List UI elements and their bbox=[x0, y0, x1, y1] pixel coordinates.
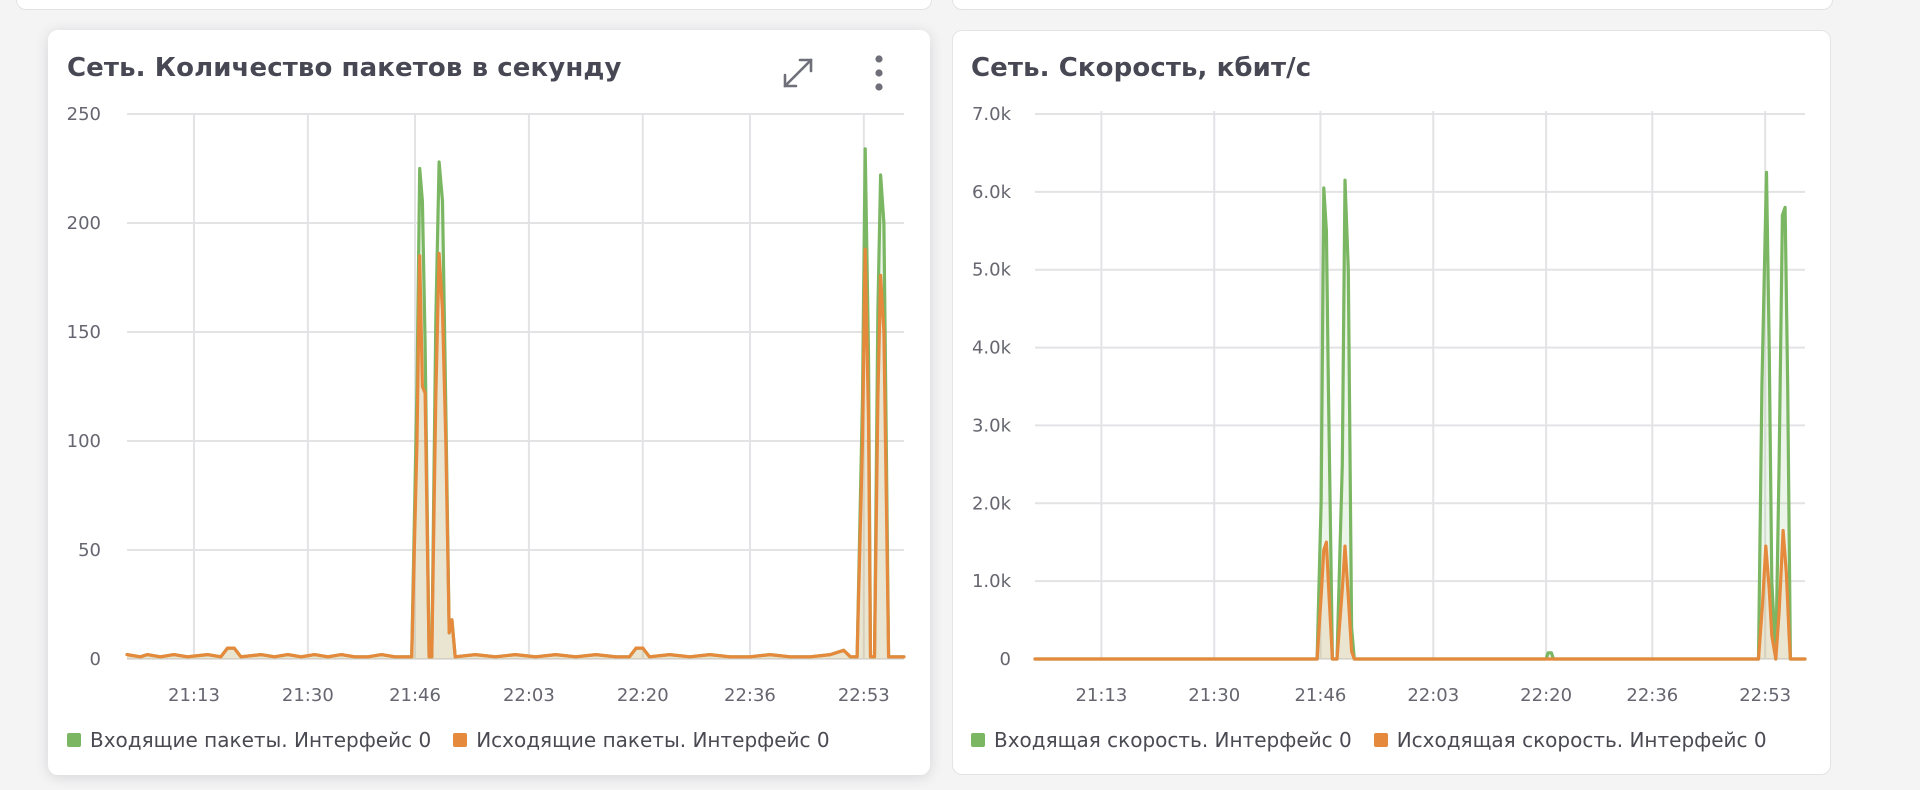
y-tick-label: 4.0k bbox=[972, 338, 1012, 359]
incoming-swatch bbox=[971, 733, 985, 747]
y-tick-label: 100 bbox=[67, 431, 101, 452]
y-tick-label: 0 bbox=[1000, 649, 1011, 670]
series-area bbox=[127, 249, 904, 659]
y-tick-label: 200 bbox=[67, 213, 101, 234]
legend-item-incoming[interactable]: Входящая скорость. Интерфейс 0 bbox=[971, 728, 1352, 752]
expand-button[interactable] bbox=[776, 51, 820, 95]
x-tick-label: 21:30 bbox=[1188, 685, 1240, 706]
x-tick-label: 22:36 bbox=[1626, 685, 1678, 706]
legend-item-outgoing[interactable]: Исходящие пакеты. Интерфейс 0 bbox=[453, 728, 829, 752]
series-area bbox=[127, 149, 904, 659]
x-tick-label: 22:03 bbox=[503, 685, 555, 706]
series-area bbox=[1035, 172, 1805, 659]
legend-item-incoming[interactable]: Входящие пакеты. Интерфейс 0 bbox=[67, 728, 431, 752]
x-tick-label: 21:13 bbox=[1075, 685, 1127, 706]
chart-legend: Входящая скорость. Интерфейс 0 Исходящая… bbox=[971, 728, 1767, 752]
x-tick-label: 21:30 bbox=[282, 685, 334, 706]
y-tick-label: 5.0k bbox=[972, 260, 1012, 281]
y-tick-label: 7.0k bbox=[972, 104, 1012, 125]
upper-panel-edge-left bbox=[16, 0, 932, 10]
x-tick-label: 22:53 bbox=[838, 685, 890, 706]
outgoing-series-line bbox=[1035, 531, 1805, 660]
y-tick-label: 0 bbox=[90, 649, 101, 670]
outgoing-series-line bbox=[127, 249, 904, 657]
series-area bbox=[1035, 531, 1805, 660]
expand-icon bbox=[778, 53, 818, 93]
y-tick-label: 2.0k bbox=[972, 493, 1012, 514]
y-tick-label: 150 bbox=[67, 322, 101, 343]
x-tick-label: 21:46 bbox=[1294, 685, 1346, 706]
incoming-series-line bbox=[1035, 172, 1805, 659]
outgoing-swatch bbox=[1374, 733, 1388, 747]
legend-label: Входящие пакеты. Интерфейс 0 bbox=[90, 728, 431, 752]
x-tick-label: 21:13 bbox=[168, 685, 220, 706]
x-tick-label: 21:46 bbox=[389, 685, 441, 706]
y-tick-label: 250 bbox=[67, 104, 101, 125]
grid-lines bbox=[1035, 111, 1805, 659]
grid-lines bbox=[127, 114, 904, 659]
legend-item-outgoing[interactable]: Исходящая скорость. Интерфейс 0 bbox=[1374, 728, 1767, 752]
incoming-swatch bbox=[67, 733, 81, 747]
x-tick-label: 22:03 bbox=[1407, 685, 1459, 706]
upper-panel-edge-right bbox=[952, 0, 1833, 10]
y-tick-label: 50 bbox=[78, 540, 101, 561]
packets-per-second-panel: 0 50 100 150 200 250 21:13 21:30 21:46 22:03 22:20… bbox=[48, 30, 930, 775]
x-tick-label: 22:20 bbox=[617, 685, 669, 706]
y-tick-label: 3.0k bbox=[972, 415, 1012, 436]
legend-label: Входящая скорость. Интерфейс 0 bbox=[994, 728, 1352, 752]
x-tick-label: 22:53 bbox=[1739, 685, 1791, 706]
chart-legend: Входящие пакеты. Интерфейс 0 Исходящие п… bbox=[67, 728, 830, 752]
x-tick-label: 22:36 bbox=[724, 685, 776, 706]
speed-chart: 0 1.0k 2.0k 3.0k 4.0k 5.0k 6.0k 7.0k 21:13 21:30 2… bbox=[953, 31, 1830, 721]
x-tick-label: 22:20 bbox=[1520, 685, 1572, 706]
incoming-series-line bbox=[127, 149, 904, 657]
window-edge-fade bbox=[1830, 0, 1920, 790]
panel-title: Сеть. Количество пакетов в секунду bbox=[67, 53, 622, 83]
panel-title: Сеть. Скорость, кбит/с bbox=[971, 53, 1311, 83]
y-tick-label: 6.0k bbox=[972, 182, 1012, 203]
outgoing-swatch bbox=[453, 733, 467, 747]
more-options-button[interactable] bbox=[857, 51, 901, 95]
network-speed-panel: 0 1.0k 2.0k 3.0k 4.0k 5.0k 6.0k 7.0k 21:13 21:30 2… bbox=[952, 30, 1831, 775]
legend-label: Исходящая скорость. Интерфейс 0 bbox=[1397, 728, 1767, 752]
y-tick-label: 1.0k bbox=[972, 571, 1012, 592]
packets-chart: 0 50 100 150 200 250 21:13 21:30 21:46 22:03 22:20… bbox=[49, 31, 929, 721]
more-vertical-icon bbox=[873, 53, 885, 93]
legend-label: Исходящие пакеты. Интерфейс 0 bbox=[476, 728, 829, 752]
